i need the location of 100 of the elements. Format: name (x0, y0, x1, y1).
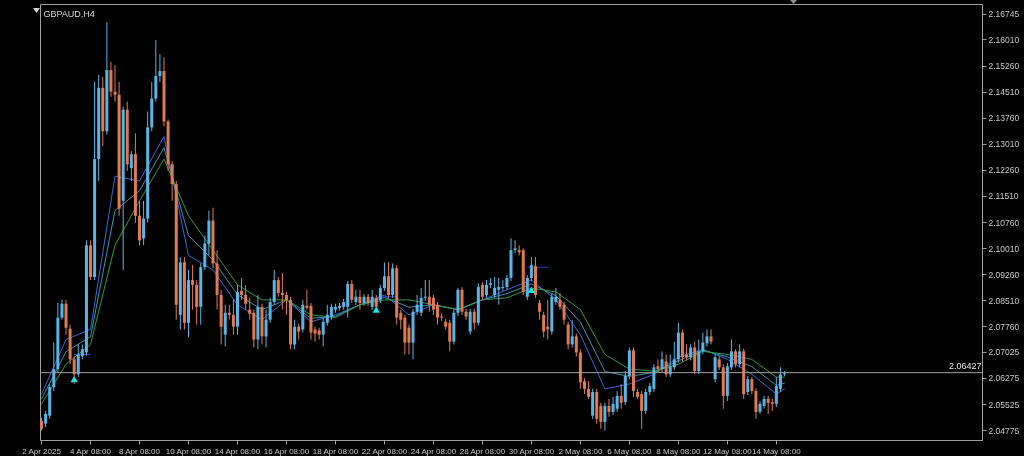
candlestick (701, 332, 705, 355)
candlestick (52, 342, 56, 392)
candlestick (387, 261, 391, 299)
candlestick (276, 276, 280, 298)
candlestick (558, 292, 562, 311)
candlestick (660, 350, 664, 373)
y-tick-label: 2.04775 (988, 425, 1020, 436)
candlestick (697, 339, 701, 375)
candlestick (566, 321, 570, 350)
candlestick (378, 284, 382, 304)
candlestick (664, 353, 668, 378)
candlestick (774, 376, 778, 408)
candlestick (766, 395, 770, 415)
candlestick (529, 256, 533, 282)
text: GBPAUD,H4 (43, 9, 95, 19)
candlestick (738, 343, 742, 368)
candlestick (603, 402, 607, 432)
y-tick-label: 2.07025 (988, 347, 1020, 358)
candlestick (231, 299, 235, 336)
candlestick (538, 299, 542, 321)
candlestick (570, 319, 574, 349)
candlestick (640, 390, 644, 430)
x-tick-label: 8 May 08:00 (656, 446, 701, 456)
candlestick (734, 348, 738, 368)
x-tick-label: 14 Apr 08:00 (214, 446, 261, 456)
candlestick (142, 200, 146, 246)
candlestick (207, 210, 211, 256)
x-tick-label: 10 Apr 08:00 (165, 446, 212, 456)
y-tick-label: 2.14510 (988, 87, 1020, 98)
candlestick (762, 395, 766, 410)
candlestick (497, 277, 501, 306)
y-tick-label: 2.09260 (988, 269, 1020, 280)
ref-line-label: 2.06427 (948, 360, 982, 371)
candlestick (672, 341, 676, 371)
candlestick (370, 289, 374, 311)
candlestick (272, 269, 276, 306)
candlestick (562, 301, 566, 326)
candlestick (468, 308, 472, 336)
candlestick (317, 327, 321, 341)
point (527, 286, 536, 294)
candlestick (223, 304, 227, 347)
candlestick (366, 293, 370, 307)
candlestick (350, 279, 354, 304)
candlestick (423, 279, 427, 302)
candlestick (746, 375, 750, 396)
candlestick (656, 358, 660, 373)
y-tick-label: 2.06275 (988, 373, 1020, 384)
candlestick (280, 272, 284, 311)
candlestick (358, 289, 362, 311)
candlestick (448, 319, 452, 352)
candlestick (574, 333, 578, 357)
x-tick-label: 2 May 08:00 (558, 446, 603, 456)
y-tick-label: 2.05525 (988, 399, 1020, 410)
x-tick-label: 28 Apr 08:00 (459, 446, 506, 456)
candlestick (644, 388, 648, 415)
candlestick (109, 61, 113, 98)
candlestick (346, 280, 350, 319)
point (372, 306, 380, 313)
candlestick (493, 276, 497, 299)
candlestick (158, 53, 162, 83)
candlestick (284, 291, 288, 316)
candlestick (460, 286, 464, 316)
x-tick-label: 2 Apr 2025 (22, 446, 62, 456)
x-tick-label: 16 Apr 08:00 (263, 446, 310, 456)
candlestick (431, 294, 435, 316)
candlestick (321, 317, 325, 347)
candlestick (76, 343, 80, 378)
y-tick-label: 2.07760 (988, 321, 1020, 332)
y-tick-label: 2.11510 (988, 191, 1019, 202)
candlestick (154, 39, 158, 103)
candlestick (652, 363, 656, 393)
y-tick-label: 2.08510 (988, 295, 1020, 306)
candlestick (713, 353, 717, 383)
candlestick (313, 326, 317, 343)
candlestick (501, 279, 505, 292)
x-tick-label: 24 Apr 08:00 (410, 446, 457, 456)
candlestick (382, 261, 386, 292)
candlestick (615, 390, 619, 413)
x-tick-label: 8 Apr 08:00 (119, 446, 161, 456)
candlestick (240, 277, 244, 301)
candlestick (542, 311, 546, 338)
candlestick (436, 301, 440, 326)
x-tick-label: 22 Apr 08:00 (361, 446, 408, 456)
candlestick (244, 284, 248, 311)
candlestick (195, 279, 199, 326)
candlestick (607, 398, 611, 418)
candlestick (472, 308, 476, 330)
y-tick-label: 2.16745 (988, 9, 1020, 20)
candlestick (170, 160, 174, 202)
candlestick (354, 289, 358, 306)
candlestick (419, 287, 423, 317)
y-tick-label: 2.15260 (988, 61, 1020, 72)
x-tick-label: 18 Apr 08:00 (312, 446, 359, 456)
x-tick-label: 30 Apr 08:00 (508, 446, 555, 456)
y-tick-label: 2.10010 (988, 243, 1020, 254)
candlestick (129, 150, 133, 182)
candlestick (525, 274, 529, 301)
candlestick (709, 328, 713, 345)
x-tick-label: 4 Apr 08:00 (70, 446, 112, 456)
x-tick-label: 6 May 08:00 (607, 446, 652, 456)
